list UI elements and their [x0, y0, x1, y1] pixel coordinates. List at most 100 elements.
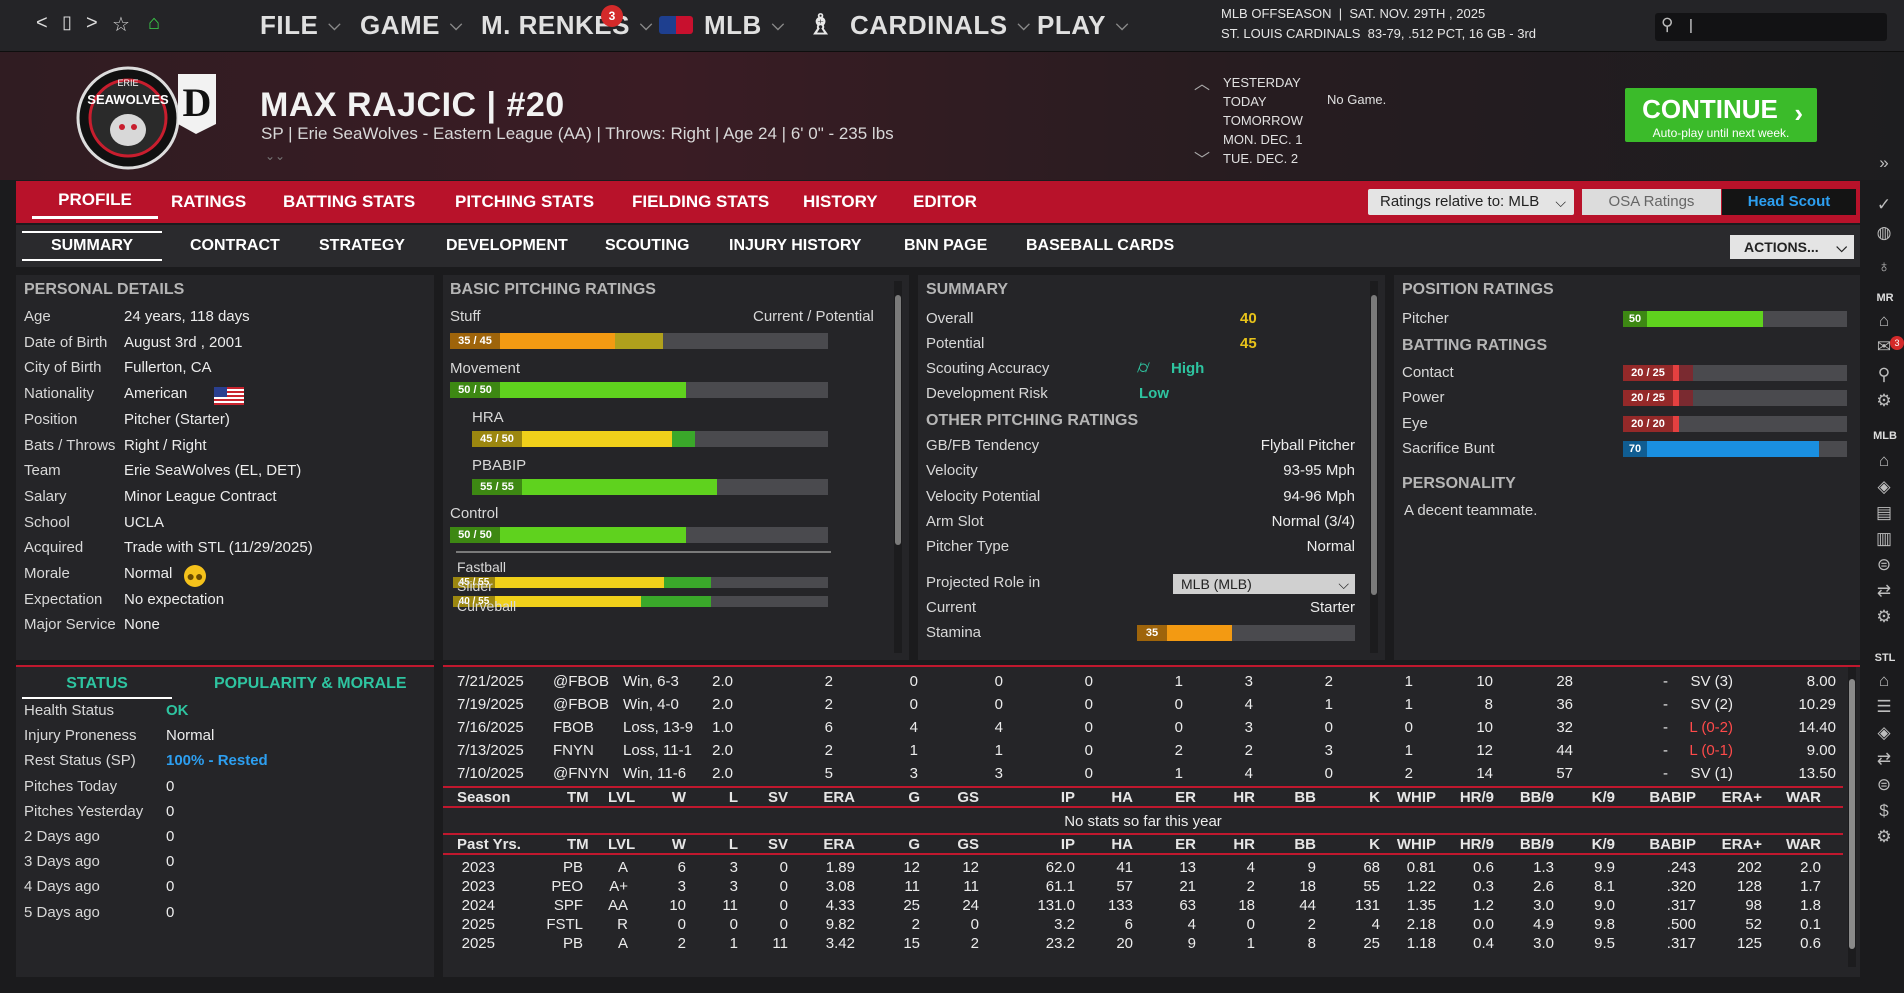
stats-header-cell[interactable]: BB — [1294, 836, 1316, 853]
tab-bnn-page[interactable]: BNN PAGE — [904, 237, 988, 254]
schedule-tomorrow[interactable]: TOMORROW — [1223, 113, 1303, 128]
menu-file[interactable]: FILE ⌵ — [260, 10, 341, 41]
transactions-icon[interactable]: ⇄ — [1876, 581, 1892, 600]
stats-header-cell[interactable]: G — [908, 836, 920, 853]
stats-header-cell[interactable]: ERA+ — [1721, 836, 1762, 853]
past-stats-row[interactable]: 2023 PEO A+ 3 3 0 3.08 11 11 61.1 57 21 2 18 55 1.22 0.3… — [443, 878, 1843, 897]
schedule-tue[interactable]: TUE. DEC. 2 — [1223, 151, 1299, 166]
tab-status[interactable]: STATUS — [22, 671, 172, 699]
lightbulb-icon[interactable]: ♁ — [1877, 257, 1891, 276]
stats-header-cell[interactable]: LVL — [608, 789, 636, 806]
game-log-row[interactable]: 7/13/2025 FNYN Loss, 11-1 2.0 2 1 1 0 2 2 3 1 12 44 - L… — [443, 742, 1843, 765]
diamond-icon[interactable]: ◈ — [1877, 723, 1891, 742]
menu-cardinals[interactable]: CARDINALS ⌵ — [850, 10, 1030, 41]
roster-icon[interactable]: ☰ — [1876, 697, 1892, 716]
tab-baseball-cards[interactable]: BASEBALL CARDS — [1026, 237, 1175, 254]
expand-icon[interactable]: ⌄⌄ — [265, 149, 286, 163]
home-icon[interactable]: ⌂ — [1878, 671, 1890, 690]
stats-header-cell[interactable]: SV — [767, 789, 788, 806]
tab-profile[interactable]: PROFILE — [32, 184, 158, 219]
past-stats-row[interactable]: 2025 FSTL R 0 0 0 9.82 2 0 3.2 6 4 0 2 4 2.18 0.0 4.9 9.8.… — [443, 916, 1843, 935]
projected-role-select[interactable]: MLB (MLB) ⌵ — [1173, 574, 1355, 594]
collapse-icon[interactable]: » — [1879, 153, 1889, 172]
stats-header-cell[interactable]: HR — [1233, 789, 1255, 806]
schedule-today[interactable]: TODAY — [1223, 94, 1267, 109]
tab-history[interactable]: HISTORY — [803, 192, 878, 211]
home-icon[interactable]: ⌂ — [1878, 451, 1890, 470]
stats-header-cell[interactable]: HA — [1111, 789, 1133, 806]
menu-mlb[interactable]: MLB ⌵ — [704, 10, 784, 41]
continue-button[interactable]: CONTINUE Auto-play until next week. › — [1625, 88, 1817, 142]
tab-strategy[interactable]: STRATEGY — [319, 237, 405, 254]
head-scout-toggle[interactable]: Head Scout — [1722, 189, 1856, 215]
tab-ratings[interactable]: RATINGS — [171, 192, 247, 211]
stats-header-cell[interactable]: HR — [1233, 836, 1255, 853]
stats-header-cell[interactable]: TM — [567, 789, 589, 806]
stats-header-cell[interactable]: BABIP — [1649, 789, 1696, 806]
globe-icon[interactable]: ◍ — [1876, 223, 1892, 242]
window-icon[interactable]: ▯ — [62, 12, 72, 32]
stats-header-cell[interactable]: G — [908, 789, 920, 806]
stats-header-cell[interactable]: GS — [957, 836, 979, 853]
scrollbar[interactable] — [894, 281, 902, 653]
stats-header-cell[interactable]: BB/9 — [1519, 789, 1554, 806]
mail-icon[interactable]: ✉ — [1876, 337, 1892, 356]
stats-header-cell[interactable]: ERA+ — [1721, 789, 1762, 806]
check-icon[interactable]: ✓ — [1876, 195, 1892, 214]
stats-header-cell[interactable]: LVL — [608, 836, 636, 853]
forward-icon[interactable]: > — [86, 12, 98, 34]
tab-development[interactable]: DEVELOPMENT — [446, 237, 568, 254]
game-log-row[interactable]: 7/19/2025 @FBOB Win, 4-0 2.0 2 0 0 0 0 4 1 1 8 36 - SV … — [443, 696, 1843, 719]
stats-header-cell[interactable]: IP — [1060, 836, 1075, 853]
schedule-down-icon[interactable]: ﹀ — [1194, 152, 1211, 169]
menu-game[interactable]: GAME ⌵ — [360, 10, 463, 41]
diamond-icon[interactable]: ◈ — [1877, 477, 1891, 496]
past-stats-row[interactable]: 2024 SPF AA 10 11 0 4.33 25 24 131.0 133 63 18 44 131 1… — [443, 897, 1843, 916]
past-stats-row[interactable]: 2023 PB A 6 3 0 1.89 12 12 62.0 41 13 4 9 68 0.81 0.6 1.3… — [443, 859, 1843, 878]
schedule-up-icon[interactable]: ︿ — [1194, 76, 1211, 93]
stats-header-cell[interactable]: GS — [957, 789, 979, 806]
stats-header-cell[interactable]: K — [1369, 789, 1380, 806]
scrollbar[interactable] — [1370, 281, 1378, 653]
stats-header-cell[interactable]: W — [671, 789, 686, 806]
stats-header-cell[interactable]: Past Yrs. — [457, 836, 521, 853]
stats-header-cell[interactable]: WHIP — [1396, 789, 1436, 806]
stats-header-cell[interactable]: ERA — [823, 789, 855, 806]
stats-header-cell[interactable]: HR/9 — [1459, 789, 1494, 806]
search-input[interactable]: ⚲ | — [1655, 13, 1887, 41]
stats-header-cell[interactable]: WHIP — [1396, 836, 1436, 853]
tab-scouting[interactable]: SCOUTING — [605, 237, 690, 254]
actions-dropdown[interactable]: ACTIONS... ⌵ — [1730, 235, 1854, 259]
osa-ratings-toggle[interactable]: OSA Ratings — [1582, 189, 1721, 215]
stats-header-cell[interactable]: ER — [1175, 789, 1196, 806]
stats-header-cell[interactable]: W — [671, 836, 686, 853]
tab-fielding-stats[interactable]: FIELDING STATS — [632, 192, 770, 211]
menu-play[interactable]: PLAY ⌵ — [1037, 10, 1129, 41]
stats-header-cell[interactable]: BABIP — [1649, 836, 1696, 853]
star-icon[interactable]: ☆ — [112, 14, 130, 36]
stats-header-cell[interactable]: ERA — [823, 836, 855, 853]
transactions-icon[interactable]: ⇄ — [1876, 749, 1892, 768]
news-icon[interactable]: ▤ — [1875, 503, 1893, 522]
tab-summary[interactable]: SUMMARY — [22, 231, 162, 261]
menu-manager[interactable]: M. RENKES ⌵ — [481, 10, 653, 41]
tab-popularity-morale[interactable]: POPULARITY & MORALE — [214, 675, 407, 692]
stats-header-cell[interactable]: WAR — [1786, 789, 1821, 806]
stats-header-cell[interactable]: K/9 — [1591, 789, 1615, 806]
stats-header-cell[interactable]: SV — [767, 836, 788, 853]
settings-icon[interactable]: ⚙ — [1876, 827, 1892, 846]
tab-pitching-stats[interactable]: PITCHING STATS — [455, 192, 595, 211]
home-icon[interactable]: ⌂ — [1878, 311, 1890, 330]
baseball-icon[interactable]: ⊜ — [1876, 775, 1892, 794]
stats-header-cell[interactable]: ER — [1175, 836, 1196, 853]
stats-header-cell[interactable]: K/9 — [1591, 836, 1615, 853]
settings-icon[interactable]: ⚙ — [1876, 607, 1892, 626]
game-log-row[interactable]: 7/21/2025 @FBOB Win, 6-3 2.0 2 0 0 0 1 3 2 1 10 28 - SV… — [443, 673, 1843, 696]
past-stats-row[interactable]: 2025 PB A 2 1 11 3.42 15 2 23.2 20 9 1 8 25 1.18 0.4 3.0 9… — [443, 935, 1843, 954]
tab-contract[interactable]: CONTRACT — [190, 237, 280, 254]
home-icon[interactable]: ⌂ — [148, 12, 161, 34]
baseball-icon[interactable]: ⊜ — [1876, 555, 1892, 574]
settings-icon[interactable]: ⚙ — [1876, 391, 1892, 410]
game-log-row[interactable]: 7/16/2025 FBOB Loss, 13-9 1.0 6 4 4 0 0 3 0 0 10 32 - L… — [443, 719, 1843, 742]
tab-injury-history[interactable]: INJURY HISTORY — [729, 237, 862, 254]
